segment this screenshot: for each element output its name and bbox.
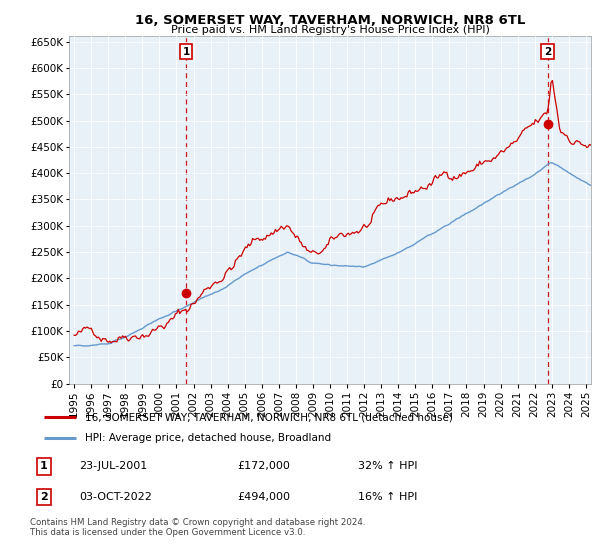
Text: 16, SOMERSET WAY, TAVERHAM, NORWICH, NR8 6TL: 16, SOMERSET WAY, TAVERHAM, NORWICH, NR8… <box>135 14 525 27</box>
Text: 1: 1 <box>182 47 190 57</box>
Text: £172,000: £172,000 <box>238 461 290 472</box>
Text: HPI: Average price, detached house, Broadland: HPI: Average price, detached house, Broa… <box>85 433 331 444</box>
Text: Price paid vs. HM Land Registry's House Price Index (HPI): Price paid vs. HM Land Registry's House … <box>170 25 490 35</box>
Text: 32% ↑ HPI: 32% ↑ HPI <box>358 461 417 472</box>
Text: £494,000: £494,000 <box>238 492 290 502</box>
Text: 16, SOMERSET WAY, TAVERHAM, NORWICH, NR8 6TL (detached house): 16, SOMERSET WAY, TAVERHAM, NORWICH, NR8… <box>85 412 452 422</box>
Text: 23-JUL-2001: 23-JUL-2001 <box>79 461 148 472</box>
Text: 2: 2 <box>40 492 47 502</box>
Text: Contains HM Land Registry data © Crown copyright and database right 2024.
This d: Contains HM Land Registry data © Crown c… <box>30 518 365 538</box>
Text: 2: 2 <box>544 47 551 57</box>
Text: 16% ↑ HPI: 16% ↑ HPI <box>358 492 417 502</box>
Text: 03-OCT-2022: 03-OCT-2022 <box>79 492 152 502</box>
Text: 1: 1 <box>40 461 47 472</box>
